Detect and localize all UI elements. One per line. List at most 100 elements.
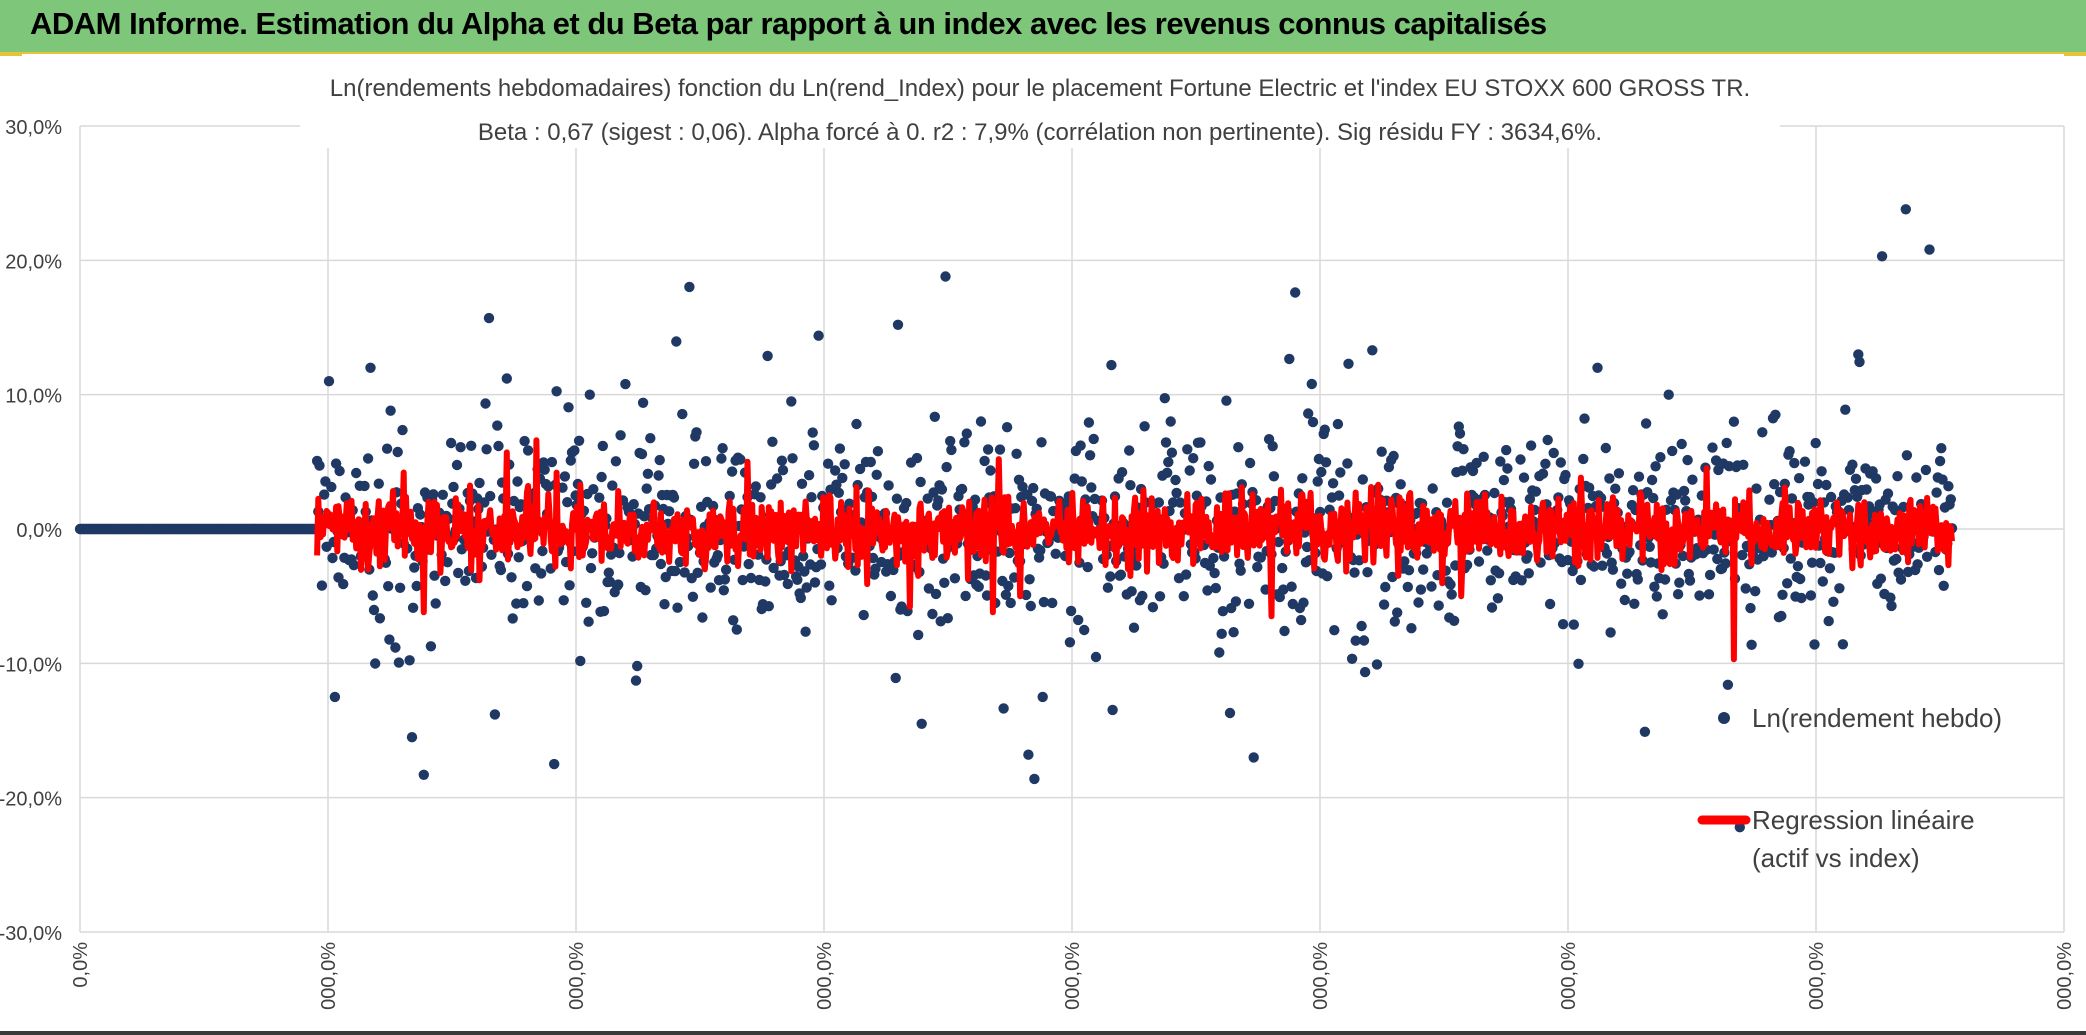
data-point — [1568, 619, 1580, 630]
data-point — [1648, 492, 1659, 504]
data-point — [1153, 497, 1165, 508]
data-point — [565, 455, 576, 466]
data-point — [393, 657, 405, 668]
data-point — [1837, 639, 1849, 650]
data-point — [1493, 568, 1505, 579]
data-point — [1415, 584, 1427, 595]
data-point — [340, 492, 351, 503]
data-point — [1792, 561, 1804, 572]
data-point — [1307, 416, 1319, 428]
data-point — [1001, 422, 1013, 433]
data-point — [442, 557, 453, 568]
data-point — [316, 580, 328, 591]
data-point — [1020, 589, 1032, 601]
data-point — [985, 465, 996, 476]
data-point — [1090, 651, 1102, 663]
data-point — [1912, 559, 1923, 570]
data-point — [1277, 562, 1288, 574]
data-point — [1102, 582, 1114, 593]
data-point — [1203, 460, 1214, 472]
data-point — [1025, 600, 1037, 612]
data-point — [915, 476, 926, 488]
data-point — [1086, 482, 1097, 493]
data-point — [351, 467, 362, 479]
data-point — [1604, 473, 1615, 484]
data-point — [743, 558, 754, 570]
data-point — [1248, 752, 1259, 763]
data-point — [507, 613, 518, 624]
data-point — [1154, 591, 1166, 602]
data-point — [883, 480, 894, 491]
data-point — [945, 435, 956, 447]
data-point — [1740, 583, 1751, 594]
data-point — [1592, 362, 1603, 373]
data-point — [1738, 459, 1749, 470]
data-point — [630, 675, 642, 686]
legend-label-points: Ln(rendement hebdo) — [1752, 703, 2002, 733]
data-point — [521, 580, 533, 592]
data-point — [865, 456, 876, 468]
data-point — [762, 350, 773, 362]
scatter-chart: 30,0% 20,0% 10,0% 0,0% -10,0% -20,0% -30,0% 0,… — [0, 56, 2086, 1031]
data-point — [1601, 548, 1613, 559]
data-point — [1159, 393, 1171, 404]
data-point — [1128, 622, 1140, 633]
data-point — [597, 440, 608, 452]
data-point — [314, 460, 325, 471]
data-point — [1746, 639, 1757, 650]
data-point — [1478, 451, 1489, 462]
data-point — [787, 453, 798, 464]
data-point — [779, 569, 790, 581]
data-point — [1776, 610, 1787, 622]
data-point — [750, 481, 761, 492]
data-point — [946, 444, 957, 456]
data-point — [1588, 561, 1600, 572]
data-point — [998, 703, 1009, 714]
data-point — [692, 567, 703, 578]
data-point — [1707, 442, 1718, 453]
legend-marker-points — [1718, 712, 1730, 724]
data-point — [1003, 580, 1014, 592]
data-point — [1441, 497, 1453, 508]
data-point — [481, 444, 492, 455]
data-point — [628, 499, 639, 510]
data-point — [1524, 493, 1536, 505]
data-point — [1038, 596, 1050, 608]
data-point — [1750, 586, 1761, 597]
data-point — [1793, 473, 1805, 484]
data-point — [1473, 556, 1485, 567]
data-point — [949, 573, 961, 584]
header-banner: ADAM Informe. Estimation du Alpha et du … — [0, 0, 2086, 54]
data-point — [1202, 585, 1213, 596]
data-point — [1387, 571, 1398, 583]
data-point — [642, 468, 654, 479]
data-point — [397, 424, 408, 436]
data-point — [513, 552, 524, 563]
data-point — [1639, 726, 1651, 737]
data-point — [803, 470, 815, 481]
data-point — [1885, 592, 1896, 603]
data-point — [655, 558, 667, 570]
data-point — [1214, 647, 1225, 658]
data-point — [1875, 573, 1887, 584]
data-point — [737, 574, 748, 586]
data-point — [1306, 378, 1318, 390]
data-point — [1834, 583, 1845, 594]
data-point — [334, 465, 345, 477]
data-point — [1854, 356, 1865, 368]
data-point — [1319, 424, 1331, 435]
data-point — [1784, 446, 1795, 457]
data-point — [1233, 442, 1244, 453]
data-point — [1728, 416, 1740, 427]
data-point — [1458, 444, 1469, 455]
data-point — [679, 567, 690, 578]
data-point — [1082, 561, 1093, 573]
data-point — [1840, 404, 1851, 415]
data-point — [1147, 602, 1159, 613]
data-point — [1677, 550, 1689, 562]
data-point — [1026, 495, 1038, 507]
data-point — [1290, 287, 1301, 298]
data-point — [1482, 545, 1493, 556]
data-point — [1933, 564, 1945, 576]
